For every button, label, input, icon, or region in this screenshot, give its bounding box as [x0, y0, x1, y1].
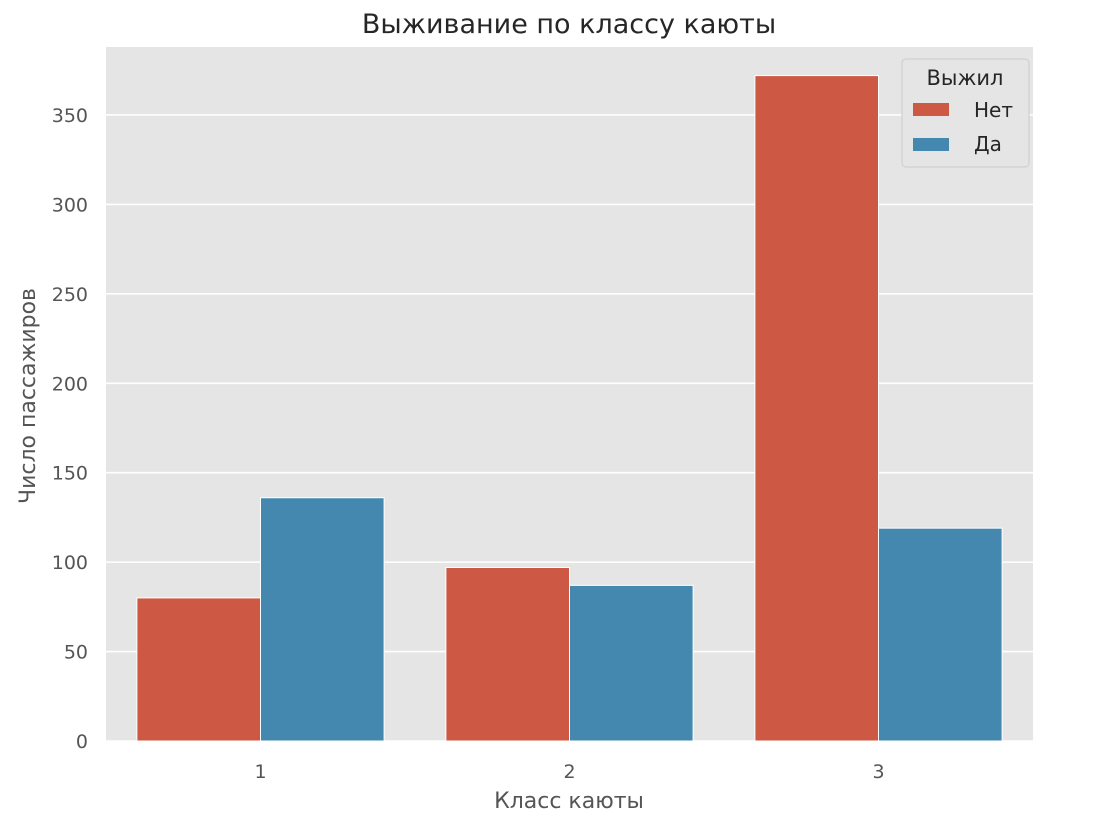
bar-Да-1	[260, 497, 385, 742]
y-tick-label: 100	[52, 552, 88, 574]
x-axis-label: Класс каюты	[494, 789, 644, 814]
bar-Да-2	[569, 584, 694, 742]
y-tick-label: 250	[52, 284, 88, 306]
y-tick-label: 300	[52, 194, 88, 216]
x-tick-labels: 1 2 3	[254, 761, 884, 783]
x-tick-label: 3	[872, 761, 884, 783]
bar-Нет-1	[136, 597, 261, 742]
y-tick-label: 50	[64, 642, 88, 664]
y-tick-label: 350	[52, 105, 88, 127]
x-tick-label: 1	[254, 761, 266, 783]
y-tick-label: 150	[52, 463, 88, 485]
legend: Выжил Нет Да	[901, 58, 1030, 168]
y-tick-label: 200	[52, 373, 88, 395]
legend-swatch-da	[913, 138, 949, 151]
y-axis-label: Число пассажиров	[16, 288, 41, 504]
bar-Да-3	[878, 527, 1003, 742]
legend-label-net: Нет	[974, 98, 1013, 122]
legend-swatch-net	[913, 103, 949, 116]
legend-label-da: Да	[974, 132, 1002, 156]
bar-Нет-2	[445, 567, 570, 742]
chart-title: Выживание по классу каюты	[362, 9, 776, 40]
bar-Нет-3	[754, 75, 880, 742]
y-tick-label: 0	[76, 731, 88, 753]
x-tick-label: 2	[563, 761, 575, 783]
legend-title: Выжил	[927, 66, 1004, 90]
bars	[136, 75, 1003, 742]
y-tick-labels: 0 50 100 150 200 250 300 350	[52, 105, 88, 753]
